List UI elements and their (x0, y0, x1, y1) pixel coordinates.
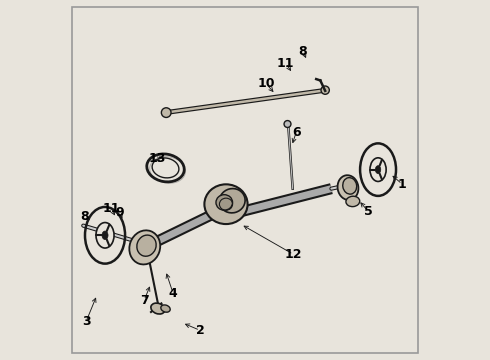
Text: 10: 10 (258, 77, 275, 90)
Circle shape (321, 86, 329, 94)
Text: 3: 3 (82, 315, 90, 328)
Text: 5: 5 (365, 205, 373, 218)
Text: 12: 12 (285, 248, 302, 261)
Circle shape (284, 121, 291, 127)
Ellipse shape (370, 158, 386, 181)
Ellipse shape (343, 177, 357, 194)
Text: 7: 7 (140, 294, 148, 307)
Ellipse shape (346, 196, 360, 207)
Ellipse shape (216, 195, 233, 210)
Ellipse shape (220, 189, 245, 213)
Ellipse shape (96, 222, 114, 248)
Text: 2: 2 (196, 324, 204, 337)
Text: 6: 6 (292, 126, 300, 139)
Text: 13: 13 (148, 152, 166, 165)
Ellipse shape (102, 231, 108, 239)
Ellipse shape (204, 184, 247, 224)
Text: 11: 11 (102, 202, 120, 215)
Text: 4: 4 (169, 287, 177, 300)
Ellipse shape (129, 230, 160, 265)
Ellipse shape (161, 305, 170, 312)
Text: 8: 8 (299, 45, 307, 58)
Ellipse shape (375, 166, 381, 174)
Ellipse shape (151, 303, 165, 314)
Text: 11: 11 (277, 57, 294, 70)
Text: 8: 8 (80, 211, 89, 224)
Text: 9: 9 (116, 206, 124, 219)
Circle shape (161, 108, 171, 117)
Ellipse shape (137, 235, 156, 256)
Ellipse shape (338, 175, 358, 200)
Text: 1: 1 (398, 177, 407, 191)
